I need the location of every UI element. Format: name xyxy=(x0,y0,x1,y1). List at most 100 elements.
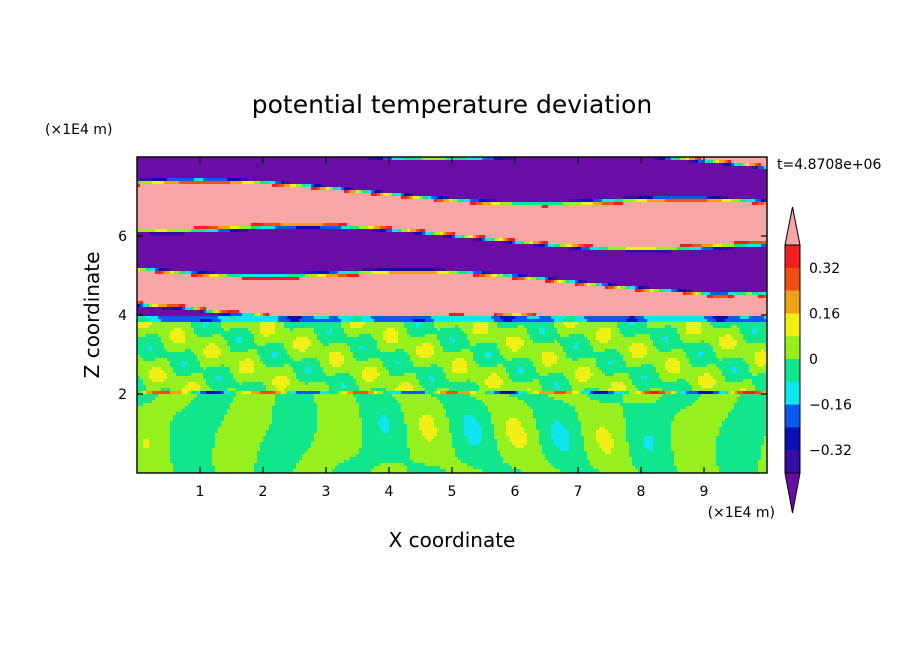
contour-cell xyxy=(599,196,603,200)
contour-cell xyxy=(389,205,393,209)
contour-cell xyxy=(194,169,198,173)
contour-cell xyxy=(608,220,612,224)
contour-cell xyxy=(620,190,624,194)
contour-cell xyxy=(494,163,498,167)
contour-cell xyxy=(323,211,327,215)
contour-cell xyxy=(671,208,675,212)
contour-cell xyxy=(575,190,579,194)
contour-cell xyxy=(692,217,696,221)
contour-cell xyxy=(155,163,159,167)
contour-cell xyxy=(173,163,177,167)
contour-cell xyxy=(446,196,450,200)
contour-cell xyxy=(542,226,546,230)
contour-cell xyxy=(323,214,327,218)
contour-cell xyxy=(545,175,549,179)
contour-cell xyxy=(488,193,492,197)
contour-cell xyxy=(152,226,156,230)
contour-cell xyxy=(740,211,744,215)
contour-cell xyxy=(548,178,552,182)
contour-cell xyxy=(458,226,462,230)
contour-cell xyxy=(422,196,426,200)
contour-cell xyxy=(293,187,297,191)
contour-cell xyxy=(188,190,192,194)
contour-cell xyxy=(317,190,321,194)
contour-cell xyxy=(719,217,723,221)
contour-cell xyxy=(305,211,309,215)
contour-cell xyxy=(407,160,411,164)
contour-cell xyxy=(434,226,438,230)
contour-cell xyxy=(509,211,513,215)
contour-cell xyxy=(539,190,543,194)
contour-cell xyxy=(434,178,438,182)
contour-cell xyxy=(518,166,522,170)
contour-cell xyxy=(365,193,369,197)
contour-cell xyxy=(170,184,174,188)
contour-cell xyxy=(272,226,276,230)
contour-cell xyxy=(356,211,360,215)
contour-cell xyxy=(560,160,564,164)
contour-cell xyxy=(440,163,444,167)
contour-cell xyxy=(560,211,564,215)
contour-cell xyxy=(566,175,570,179)
contour-cell xyxy=(299,196,303,200)
contour-cell xyxy=(614,184,618,188)
contour-cell xyxy=(539,178,543,182)
contour-cell xyxy=(221,214,225,218)
contour-cell xyxy=(632,166,636,170)
contour-cell xyxy=(371,163,375,167)
contour-cell xyxy=(359,199,363,203)
contour-cell xyxy=(755,199,759,203)
contour-cell xyxy=(308,199,312,203)
contour-cell xyxy=(737,184,741,188)
contour-cell xyxy=(287,199,291,203)
contour-cell xyxy=(422,217,426,221)
contour-cell xyxy=(488,223,492,227)
contour-cell xyxy=(284,178,288,182)
contour-cell xyxy=(644,172,648,176)
contour-cell xyxy=(575,205,579,209)
contour-cell xyxy=(725,214,729,218)
contour-cell xyxy=(698,184,702,188)
contour-cell xyxy=(701,166,705,170)
contour-cell xyxy=(266,172,270,176)
contour-cell xyxy=(572,214,576,218)
contour-cell xyxy=(590,199,594,203)
contour-cell xyxy=(245,160,249,164)
contour-cell xyxy=(434,199,438,203)
contour-cell xyxy=(332,205,336,209)
contour-cell xyxy=(686,184,690,188)
contour-cell xyxy=(314,217,318,221)
contour-cell xyxy=(506,214,510,218)
contour-cell xyxy=(407,163,411,167)
contour-cell xyxy=(263,205,267,209)
contour-cell xyxy=(659,169,663,173)
contour-cell xyxy=(386,205,390,209)
contour-cell xyxy=(581,166,585,170)
contour-cell xyxy=(569,208,573,212)
contour-cell xyxy=(665,193,669,197)
contour-cell xyxy=(338,199,342,203)
contour-cell xyxy=(269,175,273,179)
contour-cell xyxy=(737,178,741,182)
contour-cell xyxy=(506,202,510,206)
contour-cell xyxy=(617,190,621,194)
contour-cell xyxy=(368,178,372,182)
contour-cell xyxy=(668,199,672,203)
contour-cell xyxy=(605,223,609,227)
contour-cell xyxy=(140,226,144,230)
contour-cell xyxy=(395,187,399,191)
contour-cell xyxy=(413,178,417,182)
contour-cell xyxy=(728,208,732,212)
contour-cell xyxy=(344,217,348,221)
contour-cell xyxy=(677,160,681,164)
contour-cell xyxy=(371,172,375,176)
contour-cell xyxy=(704,166,708,170)
contour-cell xyxy=(476,163,480,167)
contour-cell xyxy=(491,169,495,173)
contour-cell xyxy=(503,199,507,203)
contour-cell xyxy=(233,226,237,230)
contour-cell xyxy=(374,175,378,179)
contour-cell xyxy=(329,205,333,209)
contour-cell xyxy=(386,166,390,170)
contour-cell xyxy=(740,160,744,164)
